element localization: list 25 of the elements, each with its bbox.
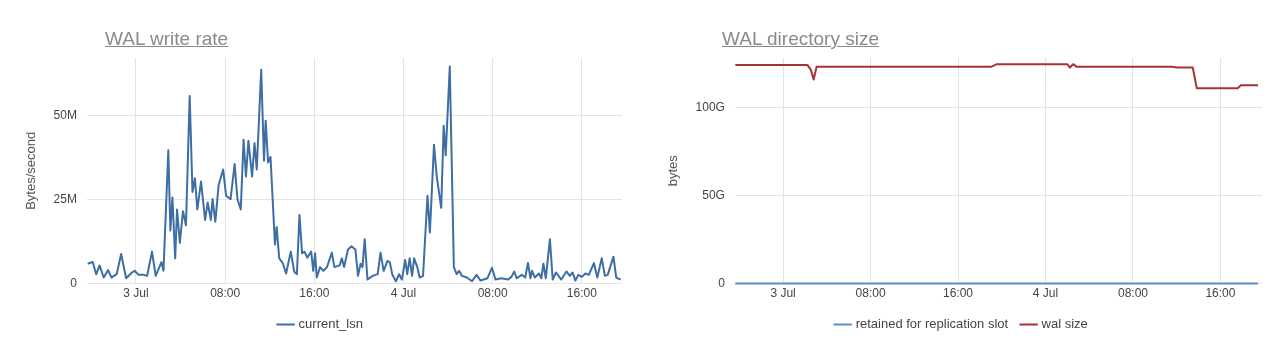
chart-title: WAL write rate: [105, 28, 229, 50]
y-axis-title: Bytes/second: [23, 131, 39, 210]
x-tick-label: 16:00: [299, 286, 330, 301]
x-tick-label: 16:00: [1205, 286, 1236, 301]
chart-title: WAL directory size: [722, 28, 879, 50]
x-tick-label: 3 Jul: [770, 286, 796, 301]
y-tick-label: 50M: [53, 107, 77, 122]
legend-label: current_lsn: [298, 316, 363, 332]
x-tick-label: 3 Jul: [123, 286, 149, 301]
legend-label: wal size: [1040, 316, 1088, 332]
y-tick-label: 25M: [53, 191, 77, 206]
y-tick-label: 50G: [702, 187, 725, 202]
y-tick-label: 0: [70, 275, 78, 290]
y-axis-title: bytes: [665, 154, 681, 187]
x-tick-label: 08:00: [1117, 286, 1149, 301]
legend-label: retained for replication slot: [855, 316, 1009, 332]
x-tick-label: 16:00: [566, 286, 598, 301]
x-tick-label: 4 Jul: [1032, 286, 1059, 301]
x-tick-label: 08:00: [855, 286, 886, 301]
x-tick-label: 08:00: [477, 286, 509, 301]
x-tick-label: 4 Jul: [390, 286, 417, 301]
y-tick-label: 0: [718, 275, 726, 290]
x-tick-label: 08:00: [210, 286, 241, 301]
x-tick-label: 16:00: [943, 286, 974, 301]
y-tick-label: 100G: [695, 99, 725, 114]
